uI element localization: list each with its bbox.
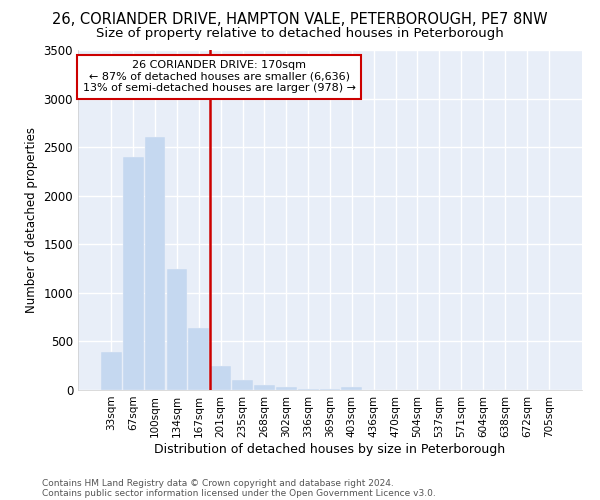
Bar — [188, 328, 209, 390]
Bar — [232, 380, 253, 390]
Bar — [254, 385, 275, 390]
Bar — [123, 157, 143, 390]
Bar — [341, 387, 362, 390]
X-axis label: Distribution of detached houses by size in Peterborough: Distribution of detached houses by size … — [154, 442, 506, 456]
Y-axis label: Number of detached properties: Number of detached properties — [25, 127, 38, 313]
Bar — [276, 387, 296, 390]
Bar — [210, 366, 231, 390]
Bar — [298, 389, 319, 390]
Text: Contains HM Land Registry data © Crown copyright and database right 2024.: Contains HM Land Registry data © Crown c… — [42, 478, 394, 488]
Text: Contains public sector information licensed under the Open Government Licence v3: Contains public sector information licen… — [42, 488, 436, 498]
Bar — [101, 352, 122, 390]
Text: 26, CORIANDER DRIVE, HAMPTON VALE, PETERBOROUGH, PE7 8NW: 26, CORIANDER DRIVE, HAMPTON VALE, PETER… — [52, 12, 548, 28]
Text: 26 CORIANDER DRIVE: 170sqm  
← 87% of detached houses are smaller (6,636)
13% of: 26 CORIANDER DRIVE: 170sqm ← 87% of deta… — [83, 60, 356, 94]
Bar — [167, 268, 187, 390]
Bar — [320, 389, 340, 390]
Bar — [145, 138, 166, 390]
Text: Size of property relative to detached houses in Peterborough: Size of property relative to detached ho… — [96, 28, 504, 40]
